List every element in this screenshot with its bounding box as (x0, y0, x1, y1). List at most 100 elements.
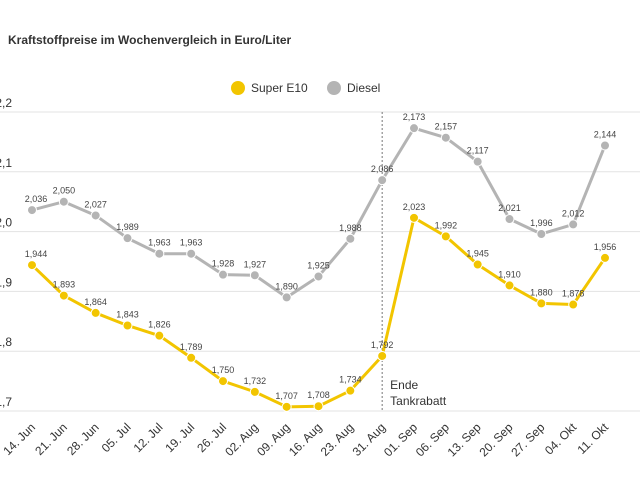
data-point (186, 248, 197, 259)
x-tick-label: 05. Jul (99, 420, 134, 455)
data-point (281, 401, 292, 412)
y-tick-label: 2,1 (0, 156, 12, 170)
legend-swatch (231, 81, 245, 95)
data-label: 2,144 (594, 129, 617, 139)
data-label: 2,036 (25, 194, 48, 204)
y-tick-label: 2,0 (0, 216, 12, 230)
data-label: 2,012 (562, 208, 585, 218)
data-label: 1,925 (307, 260, 330, 270)
data-label: 1,927 (244, 259, 267, 269)
data-point (409, 212, 419, 223)
data-label: 1,880 (530, 287, 553, 297)
data-label: 1,843 (116, 309, 139, 319)
data-label: 2,173 (403, 112, 426, 122)
x-tick-label: 11. Okt (574, 420, 611, 457)
y-tick-label: 1,9 (0, 275, 12, 289)
x-tick-label: 23. Aug (318, 420, 357, 459)
data-label: 1,893 (53, 280, 76, 290)
data-point (440, 231, 451, 242)
x-tick-label: 31. Aug (350, 420, 389, 459)
data-label: 1,826 (148, 320, 171, 330)
data-label: 1,864 (84, 297, 107, 307)
data-point (600, 252, 610, 263)
data-point (281, 292, 292, 303)
data-label: 1,928 (212, 259, 235, 269)
data-point (440, 132, 451, 143)
data-point (536, 228, 547, 239)
data-label: 1,988 (339, 223, 362, 233)
x-tick-label: 14. Jun (0, 420, 38, 458)
data-point (58, 290, 69, 301)
annotation-text: Tankrabatt (390, 394, 447, 408)
x-tick-label: 12. Jul (131, 420, 166, 455)
annotation-text: Ende (390, 378, 418, 392)
data-point (504, 214, 515, 225)
legend-swatch (327, 81, 341, 95)
y-tick-label: 1,7 (0, 395, 12, 409)
data-label: 1,963 (180, 238, 203, 248)
x-tick-label: 13. Sep (445, 420, 484, 459)
data-label: 1,732 (244, 376, 267, 386)
data-point (313, 271, 324, 282)
data-point (313, 401, 324, 412)
data-label: 2,117 (467, 146, 489, 156)
data-label: 1,956 (594, 242, 617, 252)
data-label: 1,963 (148, 238, 171, 248)
data-label: 1,878 (562, 289, 585, 299)
legend-label: Super E10 (251, 81, 308, 95)
data-point (600, 140, 610, 151)
data-label: 2,023 (403, 202, 426, 212)
y-tick-label: 2,2 (0, 96, 12, 110)
data-point (90, 210, 101, 221)
chart-title: Kraftstoffpreise im Wochenvergleich in E… (8, 33, 291, 47)
data-point (218, 269, 228, 280)
x-tick-label: 04. Okt (542, 420, 580, 458)
data-label: 2,021 (498, 203, 521, 213)
data-label: 1,996 (530, 218, 553, 228)
x-tick-label: 21. Jun (32, 420, 70, 458)
data-point (377, 350, 388, 361)
x-tick-label: 16. Aug (286, 420, 325, 459)
data-point (568, 299, 579, 310)
data-label: 1,989 (116, 222, 139, 232)
data-point (568, 219, 579, 230)
data-label: 1,944 (25, 249, 48, 259)
x-tick-label: 06. Sep (413, 420, 452, 459)
data-label: 1,707 (275, 391, 298, 401)
x-tick-label: 28. Jun (64, 420, 102, 458)
data-point (536, 298, 547, 309)
x-tick-label: 01. Sep (381, 420, 420, 459)
data-point (154, 330, 165, 341)
data-point (249, 386, 260, 397)
data-label: 2,050 (53, 186, 76, 196)
data-label: 1,789 (180, 342, 203, 352)
x-tick-label: 02. Aug (222, 420, 261, 459)
data-label: 1,910 (498, 269, 521, 279)
x-tick-label: 19. Jul (162, 420, 197, 455)
data-point (504, 280, 515, 291)
data-point (58, 196, 69, 207)
data-point (345, 385, 356, 396)
data-label: 1,792 (371, 340, 394, 350)
data-point (122, 320, 133, 331)
data-point (249, 270, 260, 281)
data-point (472, 259, 483, 270)
data-point (186, 352, 197, 363)
x-tick-label: 20. Sep (476, 420, 515, 459)
data-point (122, 233, 133, 244)
x-tick-label: 09. Aug (254, 420, 293, 459)
data-point (90, 307, 101, 318)
data-point (154, 248, 165, 259)
y-tick-label: 1,8 (0, 335, 12, 349)
data-label: 1,708 (307, 390, 330, 400)
data-label: 1,750 (212, 365, 235, 375)
data-point (345, 233, 356, 244)
data-label: 2,027 (84, 199, 107, 209)
data-point (377, 175, 388, 186)
data-label: 2,086 (371, 164, 394, 174)
x-tick-label: 27. Sep (508, 420, 547, 459)
data-label: 1,734 (339, 375, 362, 385)
data-point (218, 376, 228, 387)
